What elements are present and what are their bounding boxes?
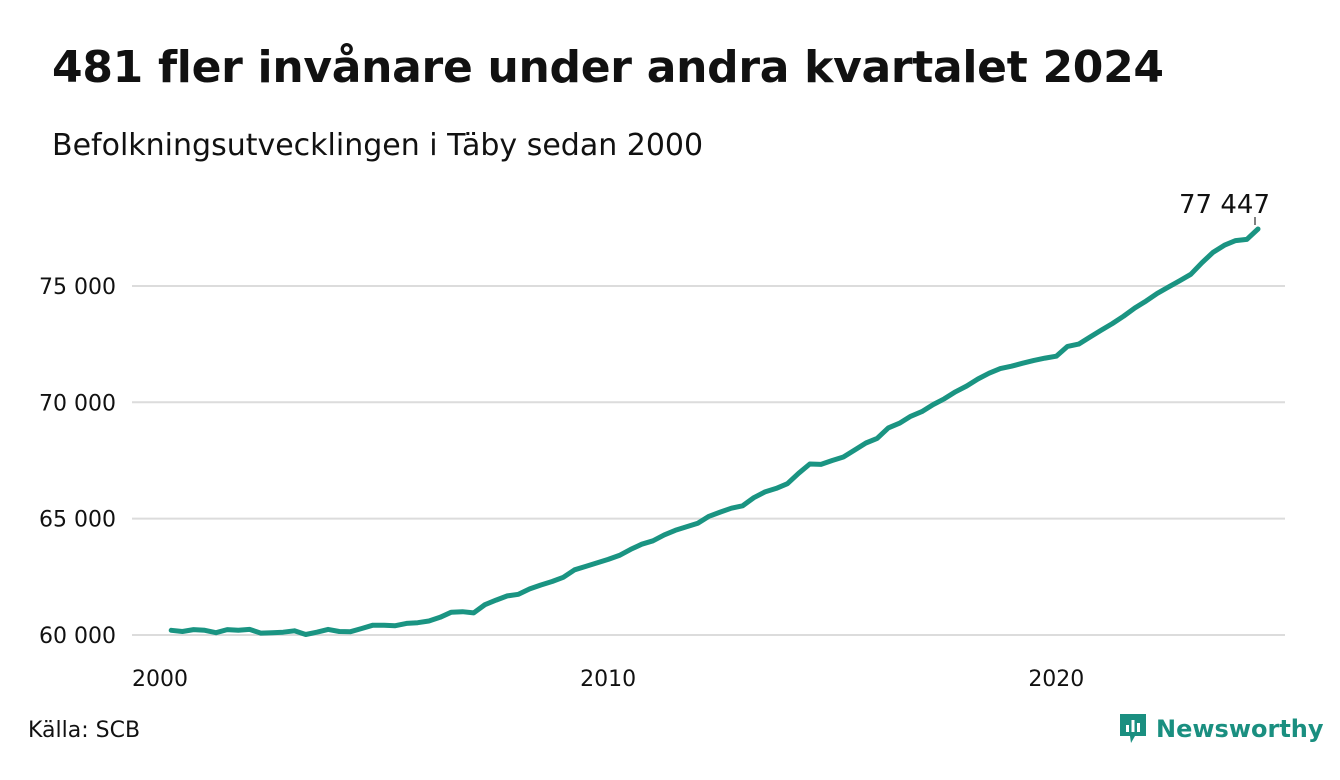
newsworthy-logo-icon <box>1120 714 1146 743</box>
x-tick-label: 2020 <box>1028 667 1084 692</box>
brand-logo: Newsworthy <box>1118 712 1324 746</box>
series-line <box>168 226 1261 637</box>
y-tick-label: 75 000 <box>39 275 116 300</box>
source-label: Källa: SCB <box>28 718 141 743</box>
chart-subtitle: Befolkningsutvecklingen i Täby sedan 200… <box>52 128 704 163</box>
chart-title: 481 fler invånare under andra kvartalet … <box>52 42 1164 93</box>
y-tick-label: 70 000 <box>39 391 116 416</box>
y-tick-label: 65 000 <box>39 508 116 533</box>
y-tick-label: 60 000 <box>39 624 116 649</box>
end-value-label: 77 447 <box>1179 190 1270 220</box>
x-tick-label: 2010 <box>580 667 636 692</box>
brand-name: Newsworthy <box>1156 715 1324 743</box>
x-tick-label: 2000 <box>132 667 188 692</box>
